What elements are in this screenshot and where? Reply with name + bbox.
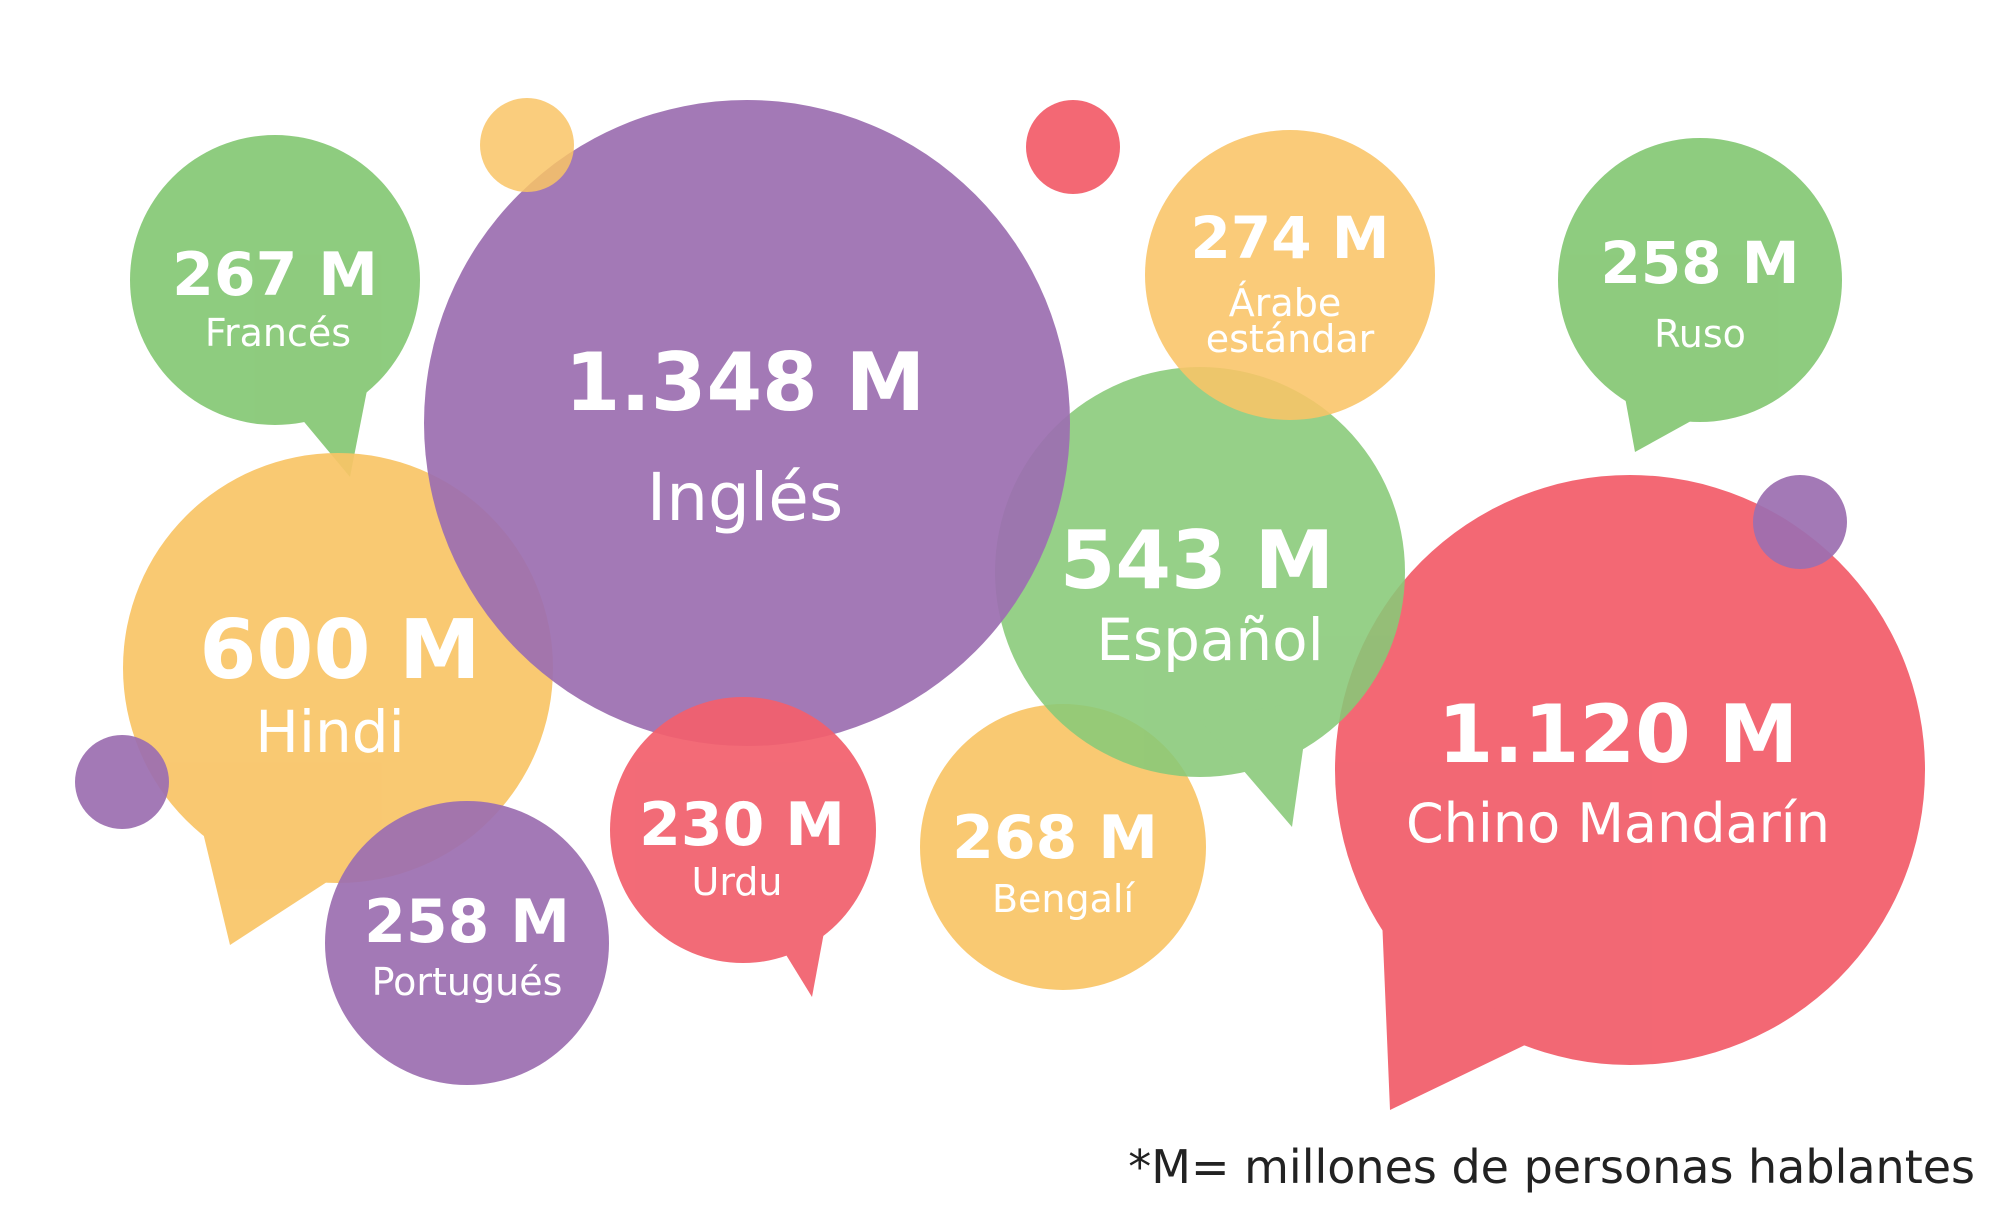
dot-red-top bbox=[1026, 100, 1120, 194]
dot-purple-right bbox=[1753, 475, 1847, 569]
value-ingles: 1.348 M bbox=[565, 336, 926, 429]
value-bengali: 268 M bbox=[952, 803, 1158, 873]
bubble-ingles bbox=[424, 100, 1070, 746]
bubble-frances bbox=[130, 135, 420, 477]
footnote: *M= millones de personas hablantes bbox=[1128, 1140, 1975, 1194]
value-arabe: 274 M bbox=[1191, 204, 1390, 272]
label-frances: Francés bbox=[205, 311, 351, 355]
label-arabe-line1: Árabe bbox=[1229, 281, 1341, 325]
value-hindi: 600 M bbox=[199, 603, 480, 698]
dot-purple-left bbox=[75, 735, 169, 829]
value-chino-mandarin: 1.120 M bbox=[1438, 688, 1799, 781]
bubble-arabe bbox=[1145, 130, 1435, 420]
value-frances: 267 M bbox=[172, 240, 378, 310]
bubble-chino-mandarin bbox=[1335, 475, 1925, 1110]
label-espanol: Español bbox=[1096, 606, 1324, 674]
label-portugues: Portugués bbox=[372, 960, 563, 1004]
label-urdu: Urdu bbox=[692, 860, 783, 904]
bubble-urdu bbox=[610, 697, 876, 997]
value-urdu: 230 M bbox=[639, 790, 845, 860]
value-portugues: 258 M bbox=[364, 887, 570, 957]
label-hindi: Hindi bbox=[255, 698, 404, 766]
label-chino-mandarin: Chino Mandarín bbox=[1406, 792, 1830, 855]
label-bengali: Bengalí bbox=[992, 877, 1135, 921]
value-ruso: 258 M bbox=[1601, 229, 1800, 297]
bubble-espanol bbox=[995, 367, 1405, 827]
dot-yellow-top bbox=[480, 98, 574, 192]
value-espanol: 543 M bbox=[1060, 514, 1334, 607]
bubble-portugues bbox=[325, 801, 609, 1085]
bubble-hindi bbox=[123, 453, 553, 945]
label-arabe-line2: estándar bbox=[1206, 317, 1375, 361]
label-ruso: Ruso bbox=[1654, 312, 1746, 356]
bubble-ruso bbox=[1558, 138, 1842, 452]
label-ingles: Inglés bbox=[647, 459, 844, 536]
bubble-bengali bbox=[920, 704, 1206, 990]
